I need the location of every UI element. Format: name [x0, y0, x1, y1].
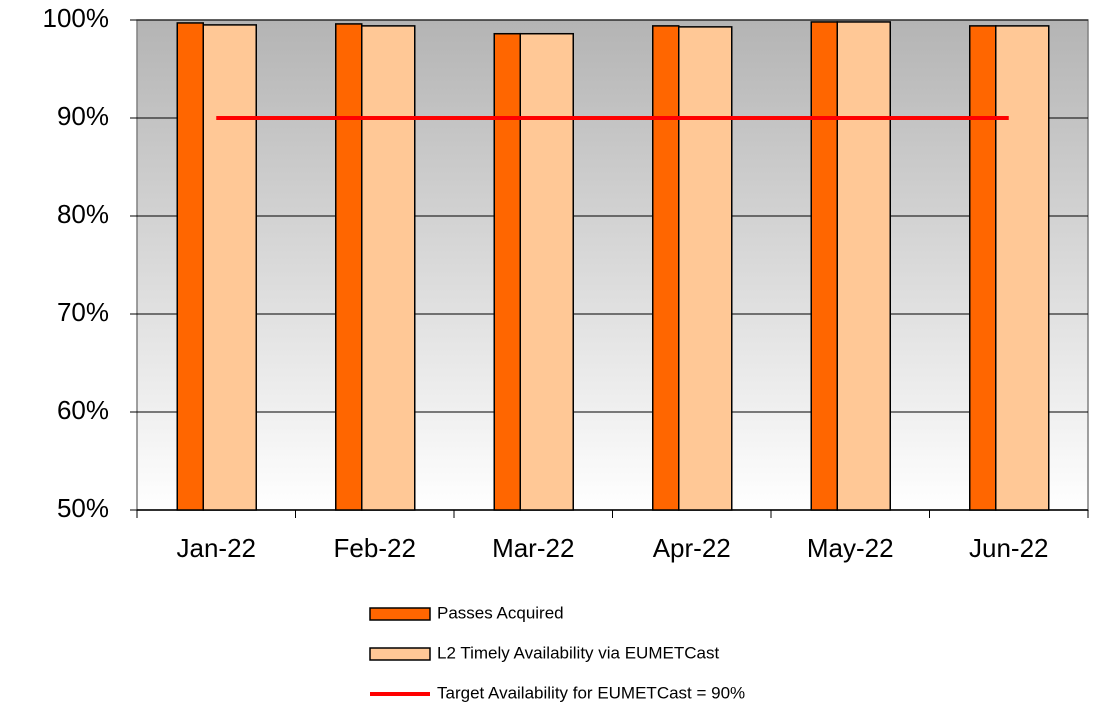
bar — [361, 25, 416, 511]
y-tick-label: 60% — [57, 395, 109, 425]
bar — [202, 24, 257, 511]
bar — [969, 25, 997, 511]
x-tick-label: Mar-22 — [492, 533, 574, 563]
bar — [176, 22, 204, 511]
x-tick-label: Jan-22 — [177, 533, 257, 563]
y-tick-label: 70% — [57, 297, 109, 327]
bar — [810, 21, 838, 511]
x-tick-label: May-22 — [807, 533, 894, 563]
legend-label: L2 Timely Availability via EUMETCast — [437, 643, 719, 662]
bar — [836, 21, 891, 511]
bar — [678, 26, 733, 511]
y-tick-label: 100% — [43, 3, 110, 33]
bar — [652, 25, 680, 511]
legend-label: Passes Acquired — [437, 603, 564, 622]
y-tick-label: 90% — [57, 101, 109, 131]
bar — [519, 32, 574, 511]
x-tick-label: Feb-22 — [334, 533, 416, 563]
plot-area — [136, 19, 1089, 511]
legend-label: Target Availability for EUMETCast = 90% — [437, 683, 745, 702]
bar — [335, 23, 363, 511]
legend-swatch — [369, 647, 431, 661]
bar — [493, 32, 521, 511]
y-tick-label: 80% — [57, 199, 109, 229]
y-tick-label: 50% — [57, 493, 109, 523]
x-tick-label: Apr-22 — [653, 533, 731, 563]
x-tick-label: Jun-22 — [969, 533, 1049, 563]
legend-swatch — [369, 607, 431, 621]
bar — [995, 25, 1050, 511]
